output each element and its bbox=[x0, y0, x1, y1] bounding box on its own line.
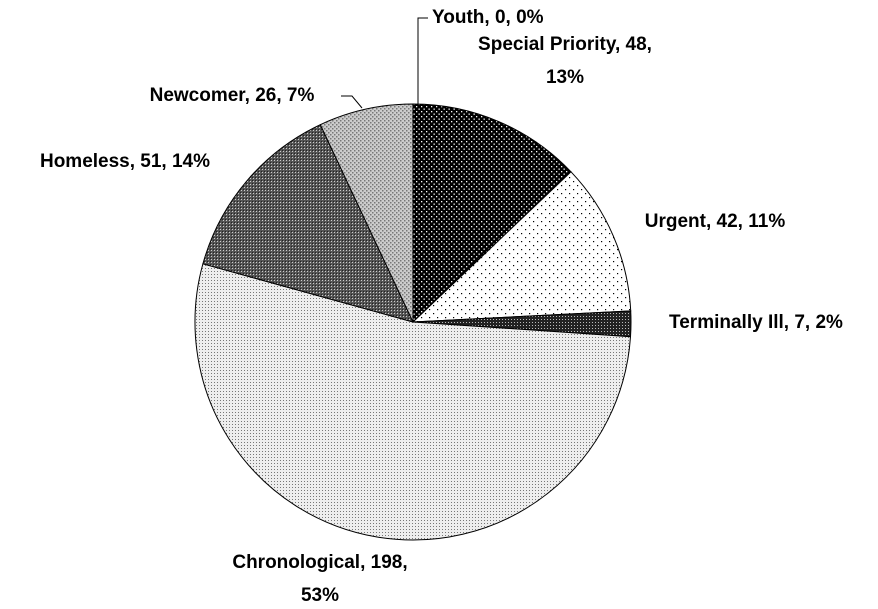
slice-label: Special Priority, 48, 13% bbox=[478, 34, 652, 88]
pie-slice bbox=[202, 124, 414, 323]
slice-label: Chronological, 198, 53% bbox=[232, 552, 407, 606]
slice-label: Youth, 0, 0% bbox=[432, 7, 544, 28]
pie-slice bbox=[319, 103, 414, 323]
slice-label: Urgent, 42, 11% bbox=[645, 211, 786, 232]
pie-slice bbox=[411, 171, 632, 323]
leader-line bbox=[417, 17, 428, 104]
pie-slice bbox=[412, 103, 572, 324]
slice-label: Terminally Ill, 7, 2% bbox=[669, 312, 843, 333]
slice-label: Homeless, 51, 14% bbox=[40, 151, 210, 172]
pie-slice bbox=[194, 263, 632, 541]
leader-line bbox=[341, 95, 363, 109]
slice-label: Newcomer, 26, 7% bbox=[150, 85, 315, 106]
